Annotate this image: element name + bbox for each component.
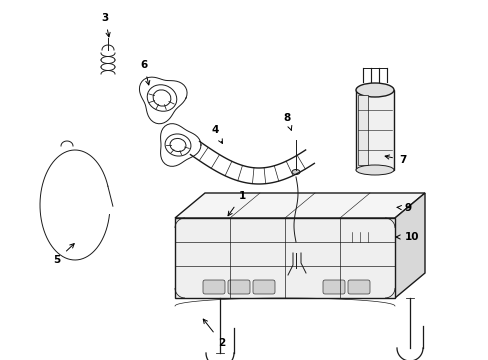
Text: 8: 8 (283, 113, 291, 130)
Ellipse shape (291, 170, 299, 175)
Bar (357, 95, 367, 165)
FancyBboxPatch shape (336, 227, 382, 247)
FancyBboxPatch shape (203, 280, 224, 294)
Polygon shape (394, 193, 424, 298)
Polygon shape (175, 218, 394, 298)
Polygon shape (175, 193, 424, 218)
Text: 3: 3 (101, 13, 110, 37)
Text: 5: 5 (53, 244, 74, 265)
Text: 7: 7 (385, 155, 406, 165)
FancyBboxPatch shape (227, 280, 249, 294)
Text: 6: 6 (140, 60, 149, 85)
Ellipse shape (355, 83, 393, 97)
Ellipse shape (355, 165, 393, 175)
Text: 4: 4 (211, 125, 222, 143)
FancyBboxPatch shape (323, 280, 345, 294)
Text: 1: 1 (227, 191, 245, 216)
Ellipse shape (291, 241, 304, 249)
Bar (355, 90, 393, 170)
Text: 10: 10 (395, 232, 418, 242)
Text: 2: 2 (203, 319, 225, 348)
FancyBboxPatch shape (347, 280, 369, 294)
Text: 9: 9 (396, 203, 411, 213)
FancyBboxPatch shape (252, 280, 274, 294)
